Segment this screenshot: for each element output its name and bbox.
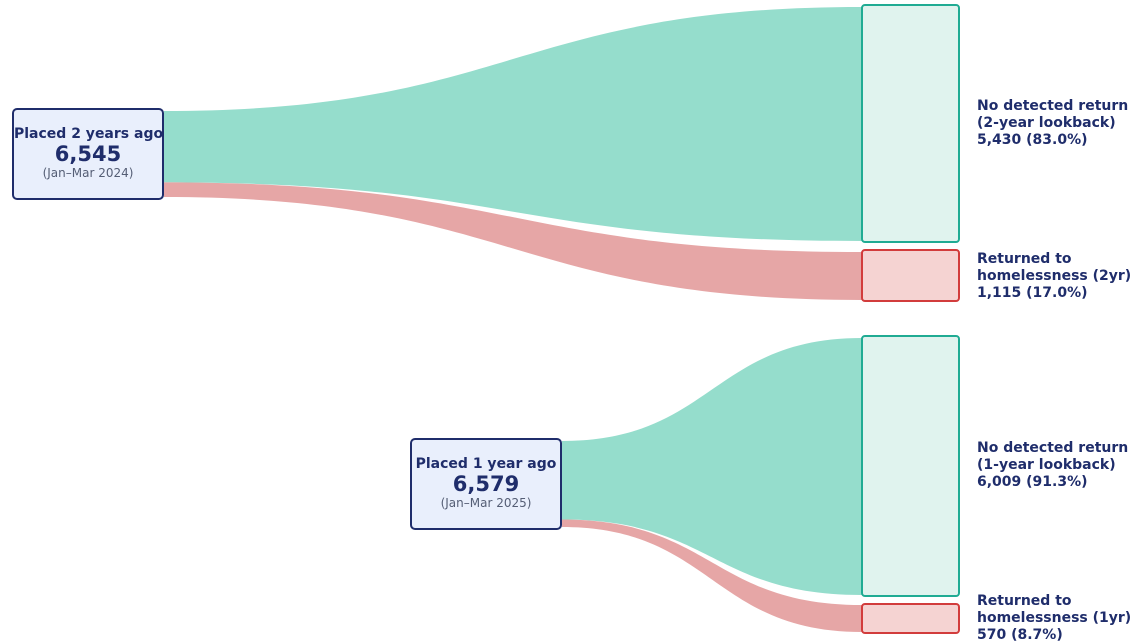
label-line: homelessness (2yr) xyxy=(977,268,1132,284)
source-title: Placed 2 years ago xyxy=(14,126,164,142)
target-label-no-return-1yr: No detected return (1-year lookback) 6,0… xyxy=(977,440,1128,491)
label-line: No detected return xyxy=(977,98,1129,114)
source-period: (Jan–Mar 2025) xyxy=(440,496,532,510)
label-line: No detected return xyxy=(977,440,1129,456)
target-node-returned-2yr xyxy=(861,249,960,302)
label-line: Returned to xyxy=(977,251,1072,267)
source-count: 6,579 xyxy=(452,472,520,496)
source-count: 6,545 xyxy=(54,142,122,166)
flow-no-return-1yr xyxy=(562,338,862,595)
label-value: 6,009 (91.3%) xyxy=(977,474,1088,490)
target-node-no-return-2yr xyxy=(861,4,960,243)
target-label-returned-2yr: Returned to homelessness (2yr) 1,115 (17… xyxy=(977,251,1131,302)
target-node-no-return-1yr xyxy=(861,335,960,597)
label-value: 1,115 (17.0%) xyxy=(977,285,1088,301)
target-label-no-return-2yr: No detected return (2-year lookback) 5,4… xyxy=(977,98,1128,149)
source-node-2yr: Placed 2 years ago 6,545 (Jan–Mar 2024) xyxy=(12,108,164,200)
source-node-1yr: Placed 1 year ago 6,579 (Jan–Mar 2025) xyxy=(410,438,562,530)
source-period: (Jan–Mar 2024) xyxy=(42,166,134,180)
label-line: (1-year lookback) xyxy=(977,457,1116,473)
label-line: (2-year lookback) xyxy=(977,115,1116,131)
target-label-returned-1yr: Returned to homelessness (1yr) 570 (8.7%… xyxy=(977,593,1131,644)
flow-no-return-2yr xyxy=(164,7,862,241)
target-node-returned-1yr xyxy=(861,603,960,634)
label-value: 5,430 (83.0%) xyxy=(977,132,1088,148)
flow-returned-1yr xyxy=(562,519,862,632)
label-line: Returned to xyxy=(977,593,1072,609)
label-line: homelessness (1yr) xyxy=(977,610,1132,626)
label-value: 570 (8.7%) xyxy=(977,627,1063,643)
source-title: Placed 1 year ago xyxy=(415,456,557,472)
flow-returned-2yr xyxy=(164,182,862,300)
